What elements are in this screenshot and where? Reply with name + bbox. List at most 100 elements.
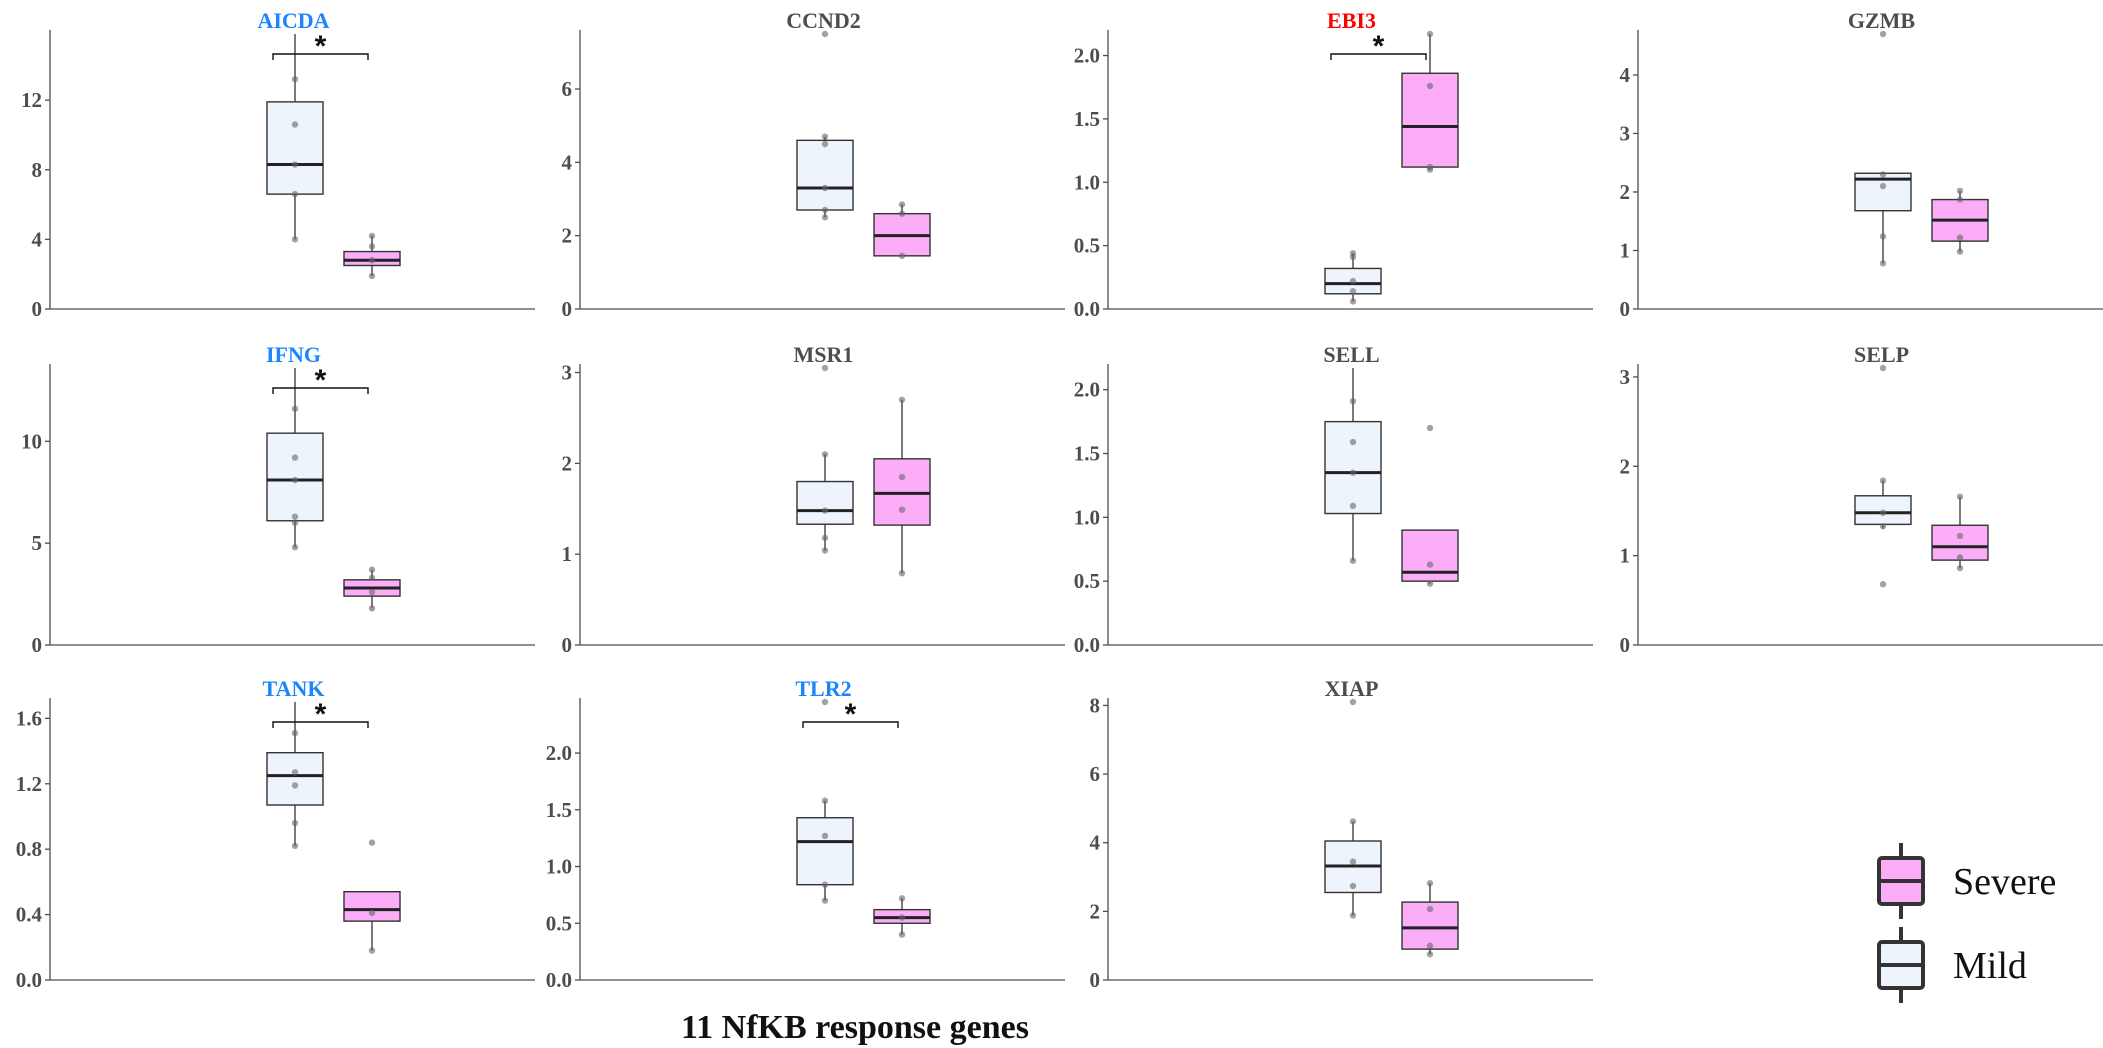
y-tick-label: 0	[562, 297, 573, 321]
box-body	[796, 139, 854, 211]
data-point	[368, 588, 376, 596]
panel-title: GZMB	[1848, 8, 1916, 33]
y-tick-label: 1.0	[546, 855, 572, 879]
y-tick-label: 2.0	[546, 741, 572, 765]
y-tick-label: 0	[1090, 968, 1101, 992]
data-point	[1956, 493, 1964, 500]
panels-group: 04812AICDA*0246CCND20.00.51.01.52.0EBI3*…	[16, 8, 2103, 992]
y-tick-label: 5	[32, 531, 43, 555]
box-severe	[1401, 424, 1459, 587]
panel-title: SELL	[1323, 342, 1379, 367]
panel-title: SELP	[1854, 342, 1909, 367]
box-mild	[796, 364, 854, 554]
y-tick-label: 2.0	[1074, 378, 1100, 402]
panel-title: CCND2	[786, 8, 861, 33]
box-severe	[343, 232, 401, 280]
figure-title: 11 NfKB response genes	[681, 1009, 1029, 1046]
y-tick-label: 1.5	[1074, 107, 1100, 131]
data-point	[1956, 234, 1964, 241]
data-point	[1349, 469, 1357, 476]
box-severe	[343, 839, 401, 954]
significance-bracket	[272, 53, 369, 60]
box-body	[796, 817, 854, 886]
box-body	[266, 751, 324, 806]
y-tick-label: 0.5	[1074, 569, 1100, 593]
data-point	[1349, 288, 1357, 295]
panel-gzmb: 0 1 2 3 4 GZMB	[1620, 8, 2103, 321]
panel-sell: 0.0 0.5 1.0 1.5 2.0 SELL	[1074, 342, 1593, 657]
panel-xiap: 0 2 4 6 8 XIAP	[1090, 676, 1593, 992]
data-point	[368, 947, 376, 954]
box-body	[343, 890, 401, 922]
box-body	[1324, 420, 1382, 515]
data-point	[1879, 581, 1887, 588]
data-point	[1349, 502, 1357, 510]
box-mild	[796, 30, 854, 221]
y-tick-label: 4	[562, 150, 573, 174]
y-tick-label: 2	[1090, 899, 1101, 923]
y-tick-label: 2.0	[1074, 44, 1100, 68]
data-point	[1956, 564, 1964, 572]
data-point	[1349, 557, 1357, 564]
y-tick-label: 0	[1620, 633, 1631, 657]
y-tick-label: 4	[1090, 831, 1101, 855]
data-point	[1879, 522, 1887, 530]
data-point	[821, 30, 829, 38]
panel-title: XIAP	[1325, 676, 1379, 701]
panel-title: TLR2	[795, 676, 851, 701]
data-point	[291, 161, 299, 168]
data-point	[821, 507, 829, 514]
data-point	[368, 839, 376, 846]
data-point	[898, 931, 906, 938]
data-point	[1879, 364, 1887, 372]
data-point	[821, 214, 829, 221]
data-point	[1349, 882, 1357, 890]
box-severe	[1931, 187, 1989, 255]
panel-title: AICDA	[257, 8, 329, 33]
panel-ebi3: 0.0 0.5 1.0 1.5 2.0 EBI3*	[1074, 8, 1593, 321]
data-point	[1349, 858, 1357, 865]
y-tick-label: 2	[1620, 180, 1631, 204]
panel-tlr2: 0.0 0.5 1.0 1.5 2.0 TLR2*	[546, 676, 1065, 992]
panel-title: IFNG	[266, 342, 321, 367]
data-point	[898, 210, 906, 217]
data-point	[291, 476, 299, 484]
y-tick-label: 6	[562, 77, 573, 101]
data-point	[898, 396, 906, 403]
data-point	[291, 121, 299, 128]
data-point	[1426, 942, 1434, 949]
data-point	[291, 544, 299, 551]
y-tick-label: 4	[32, 227, 43, 251]
y-tick-label: 0	[562, 633, 573, 657]
data-point	[1426, 82, 1434, 90]
data-point	[368, 257, 376, 264]
y-tick-label: 6	[1090, 762, 1101, 786]
significance-bracket	[802, 721, 899, 728]
data-point	[821, 534, 829, 542]
data-point	[821, 698, 829, 706]
data-point	[291, 76, 299, 83]
y-tick-label: 0.0	[1074, 297, 1100, 321]
data-point	[898, 570, 906, 577]
data-point	[1349, 397, 1357, 405]
y-tick-label: 0.0	[16, 968, 42, 992]
data-point	[291, 454, 299, 461]
y-tick-label: 0	[1620, 297, 1631, 321]
panel-ifng: 0 5 10 IFNG*	[21, 342, 535, 657]
y-tick-label: 0.0	[546, 968, 572, 992]
panel-tank: 0.0 0.4 0.8 1.2 1.6 TANK*	[16, 676, 535, 992]
data-point	[1956, 196, 1964, 203]
data-point	[1426, 905, 1434, 913]
data-point	[1879, 260, 1887, 267]
data-point	[898, 473, 906, 481]
box-body	[266, 101, 324, 195]
data-point	[368, 605, 376, 612]
data-point	[291, 405, 299, 412]
y-tick-label: 1.0	[1074, 170, 1100, 194]
data-point	[1879, 509, 1887, 516]
box-mild	[1324, 250, 1382, 305]
y-tick-label: 2	[1620, 454, 1631, 478]
data-point	[1426, 580, 1434, 587]
y-tick-label: 0	[32, 633, 43, 657]
data-point	[821, 881, 829, 888]
